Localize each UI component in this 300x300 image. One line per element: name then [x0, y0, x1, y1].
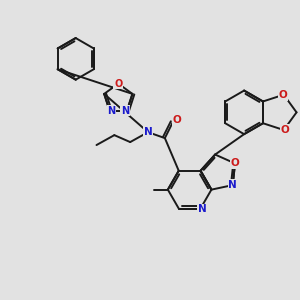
- Text: N: N: [198, 205, 207, 214]
- Text: N: N: [228, 180, 237, 190]
- Text: O: O: [280, 125, 289, 135]
- Text: N: N: [107, 106, 116, 116]
- Text: N: N: [121, 106, 129, 116]
- Text: N: N: [228, 180, 237, 190]
- Text: O: O: [280, 125, 289, 135]
- Text: O: O: [114, 79, 122, 88]
- Text: N: N: [144, 127, 152, 137]
- Text: O: O: [172, 115, 181, 125]
- Text: O: O: [278, 90, 287, 100]
- Text: N: N: [107, 106, 116, 116]
- Text: N: N: [121, 106, 129, 116]
- Text: N: N: [198, 205, 207, 214]
- Text: O: O: [278, 90, 287, 100]
- Text: N: N: [144, 127, 152, 137]
- Text: O: O: [231, 158, 239, 168]
- Text: O: O: [231, 158, 239, 168]
- Text: O: O: [172, 115, 181, 125]
- Text: O: O: [114, 79, 122, 88]
